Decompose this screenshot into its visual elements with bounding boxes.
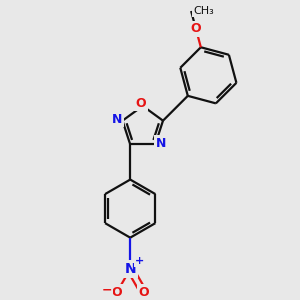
Text: N: N — [124, 262, 136, 276]
Text: O: O — [190, 22, 201, 35]
Text: −: − — [101, 283, 112, 296]
Text: +: + — [135, 256, 145, 266]
Text: N: N — [155, 137, 166, 150]
Text: O: O — [136, 97, 146, 110]
Text: CH₃: CH₃ — [194, 6, 214, 16]
Text: O: O — [138, 286, 149, 299]
Text: N: N — [112, 113, 122, 126]
Text: O: O — [112, 286, 122, 299]
